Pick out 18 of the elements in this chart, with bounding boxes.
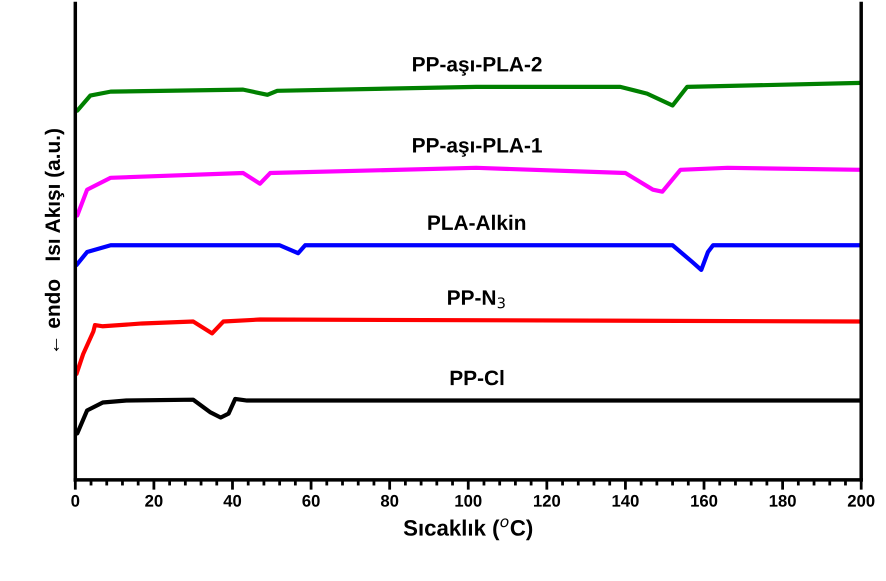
series-label: PP-Cl	[450, 370, 504, 386]
x-tick-label: 40	[223, 494, 242, 507]
x-tick-label: 120	[534, 494, 560, 507]
x-tick-label: 200	[848, 494, 874, 507]
series-label: PP-aşı-PLA-2	[413, 56, 542, 76]
series-label: PLA-Alkin	[428, 214, 526, 230]
x-tick-label: 80	[380, 494, 398, 507]
x-tick-label: 180	[770, 494, 796, 507]
x-tick-label: 0	[71, 494, 80, 507]
x-tick-label: 100	[455, 494, 482, 507]
x-tick-label: 60	[302, 494, 320, 507]
x-tick-label: 160	[691, 494, 718, 507]
x-tick-label: 20	[145, 494, 162, 507]
x-tick-label: 140	[612, 494, 639, 507]
series-label: PP-N$_{3}$	[448, 290, 505, 308]
x-axis-title: Sıcaklık ($^{o}$C)	[404, 518, 532, 540]
series-label: PP-aşı-PLA-1	[413, 138, 542, 157]
y-axis-title: ← endo Isı Akışı (a.u.)	[44, 129, 64, 352]
